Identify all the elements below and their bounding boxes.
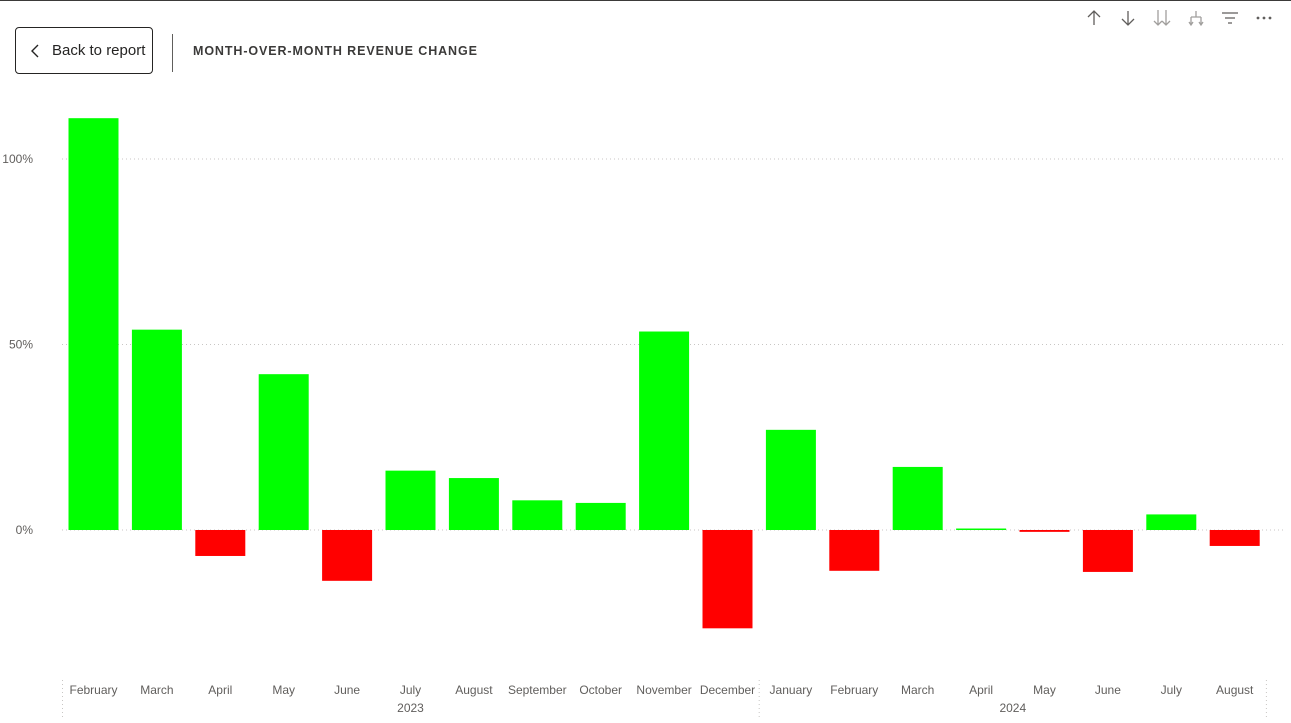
x-tick-label: April: [208, 683, 232, 697]
x-tick-label: June: [334, 683, 360, 697]
arrow-down-icon[interactable]: [1111, 8, 1145, 28]
bar[interactable]: [1082, 530, 1133, 572]
bar[interactable]: [829, 530, 880, 571]
arrow-up-icon[interactable]: [1077, 8, 1111, 28]
bar[interactable]: [131, 329, 182, 530]
x-tick-label: March: [140, 683, 173, 697]
more-options-icon[interactable]: [1247, 8, 1281, 28]
expand-hierarchy-icon[interactable]: [1179, 8, 1213, 28]
y-tick-label: 0%: [16, 523, 34, 537]
x-tick-label: July: [400, 683, 421, 697]
chevron-left-icon: [24, 43, 46, 59]
x-tick-label: March: [901, 683, 934, 697]
x-tick-label: July: [1161, 683, 1182, 697]
visual-toolbar: [1077, 8, 1281, 28]
x-tick-label: May: [272, 683, 295, 697]
x-tick-label: June: [1095, 683, 1121, 697]
back-to-report-button[interactable]: Back to report: [15, 27, 153, 74]
x-tick-label: February: [69, 683, 117, 697]
bar[interactable]: [892, 466, 943, 530]
bar[interactable]: [512, 500, 563, 530]
bar[interactable]: [702, 530, 753, 629]
y-tick-label: 50%: [9, 338, 33, 352]
x-tick-label: April: [969, 683, 993, 697]
bar[interactable]: [195, 530, 246, 556]
bar[interactable]: [956, 528, 1007, 530]
bar[interactable]: [258, 374, 309, 530]
top-border: [0, 0, 1291, 1]
bar[interactable]: [322, 530, 373, 581]
bar[interactable]: [448, 478, 499, 530]
back-button-label: Back to report: [52, 42, 146, 59]
x-tick-label: February: [830, 683, 878, 697]
page-title: MONTH-OVER-MONTH REVENUE CHANGE: [193, 44, 478, 58]
bar[interactable]: [1146, 514, 1197, 530]
bar[interactable]: [68, 118, 119, 530]
bar[interactable]: [1209, 530, 1260, 546]
x-tick-label: May: [1033, 683, 1056, 697]
x-tick-label: January: [770, 683, 813, 697]
bar[interactable]: [639, 331, 690, 530]
filter-icon[interactable]: [1213, 8, 1247, 28]
bar[interactable]: [575, 502, 626, 530]
x-tick-label: October: [579, 683, 622, 697]
year-group-label: 2023: [397, 701, 424, 715]
year-group-label: 2024: [999, 701, 1026, 715]
y-tick-label: 100%: [2, 152, 33, 166]
bar[interactable]: [1019, 530, 1070, 532]
bar[interactable]: [765, 429, 816, 530]
header-divider: [172, 34, 173, 72]
x-tick-label: September: [508, 683, 567, 697]
x-tick-label: August: [1216, 683, 1254, 697]
double-arrow-down-icon[interactable]: [1145, 8, 1179, 28]
bar[interactable]: [385, 470, 436, 530]
x-tick-label: November: [636, 683, 691, 697]
revenue-change-chart: 0% 50% 100% February March April May June July Au…: [2, 118, 1283, 718]
x-tick-label: December: [700, 683, 755, 697]
x-tick-label: August: [455, 683, 493, 697]
